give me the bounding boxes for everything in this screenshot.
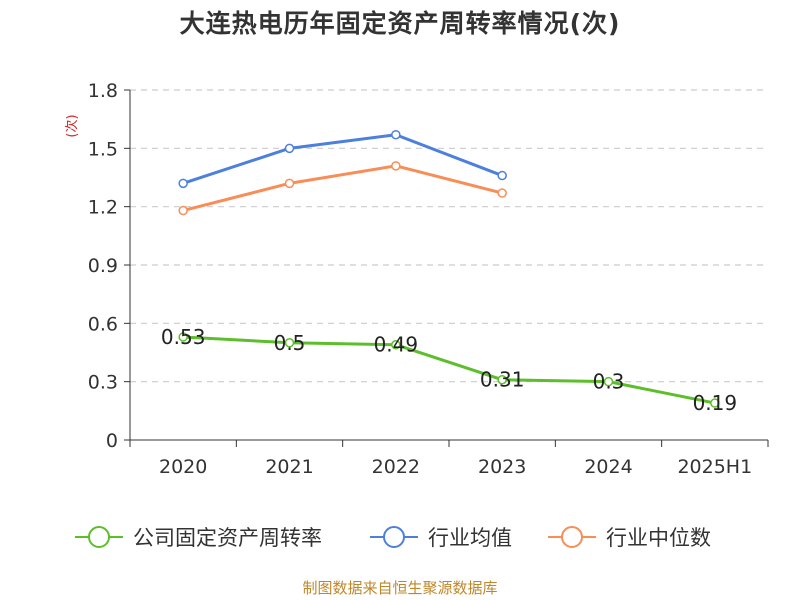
data-source-note: 制图数据来自恒生聚源数据库 — [302, 579, 498, 597]
y-tick-label: 1.5 — [88, 138, 118, 160]
series-line-2 — [182, 164, 503, 213]
y-tick-label: 0 — [106, 430, 118, 452]
x-tick-label: 2024 — [584, 456, 632, 478]
y-tick-label: 0.9 — [88, 255, 118, 277]
data-point-0 — [603, 376, 614, 387]
chart-title: 大连热电历年固定资产周转率情况(次) — [179, 9, 621, 38]
data-label: 0.5 — [274, 331, 306, 355]
data-point-0 — [497, 374, 507, 385]
data-label: 0.31 — [480, 368, 525, 392]
data-point-1 — [391, 129, 401, 140]
legend-label-1: 行业均值 — [428, 526, 512, 550]
data-point-2 — [284, 178, 295, 189]
y-tick-label: 0.3 — [88, 372, 118, 394]
x-tick-label: 2021 — [265, 456, 313, 478]
x-tick-label: 2023 — [478, 456, 526, 478]
x-tick-label: 2020 — [159, 456, 207, 478]
data-point-2 — [391, 161, 401, 171]
y-tick-label: 1.8 — [88, 80, 118, 102]
y-tick-label: 0.6 — [88, 313, 118, 335]
x-tick-label: 2025H1 — [677, 456, 752, 478]
legend-marker-0 — [88, 526, 110, 548]
data-point-1 — [178, 178, 188, 189]
legend-label-0: 公司固定资产周转率 — [133, 526, 322, 550]
x-tick-label: 2022 — [372, 456, 420, 478]
data-point-0 — [391, 339, 401, 350]
legend-marker-1 — [383, 526, 405, 548]
legend-label-2: 行业中位数 — [606, 526, 711, 550]
data-point-0 — [710, 398, 720, 408]
data-label: 0.3 — [593, 370, 625, 394]
data-label: 0.19 — [693, 391, 738, 415]
y-axis-unit-label: (次) — [64, 114, 80, 137]
data-label: 0.49 — [374, 333, 419, 357]
data-label: 0.53 — [161, 325, 206, 349]
data-point-1 — [284, 143, 295, 154]
data-point-0 — [284, 338, 295, 348]
data-point-2 — [178, 205, 188, 216]
legend-marker-2 — [561, 526, 583, 548]
series-line-1 — [182, 133, 503, 185]
series-line-0 — [183, 335, 716, 405]
data-point-0 — [178, 332, 188, 342]
y-tick-label: 1.2 — [88, 197, 118, 219]
data-point-2 — [497, 188, 507, 198]
data-point-1 — [497, 170, 507, 181]
